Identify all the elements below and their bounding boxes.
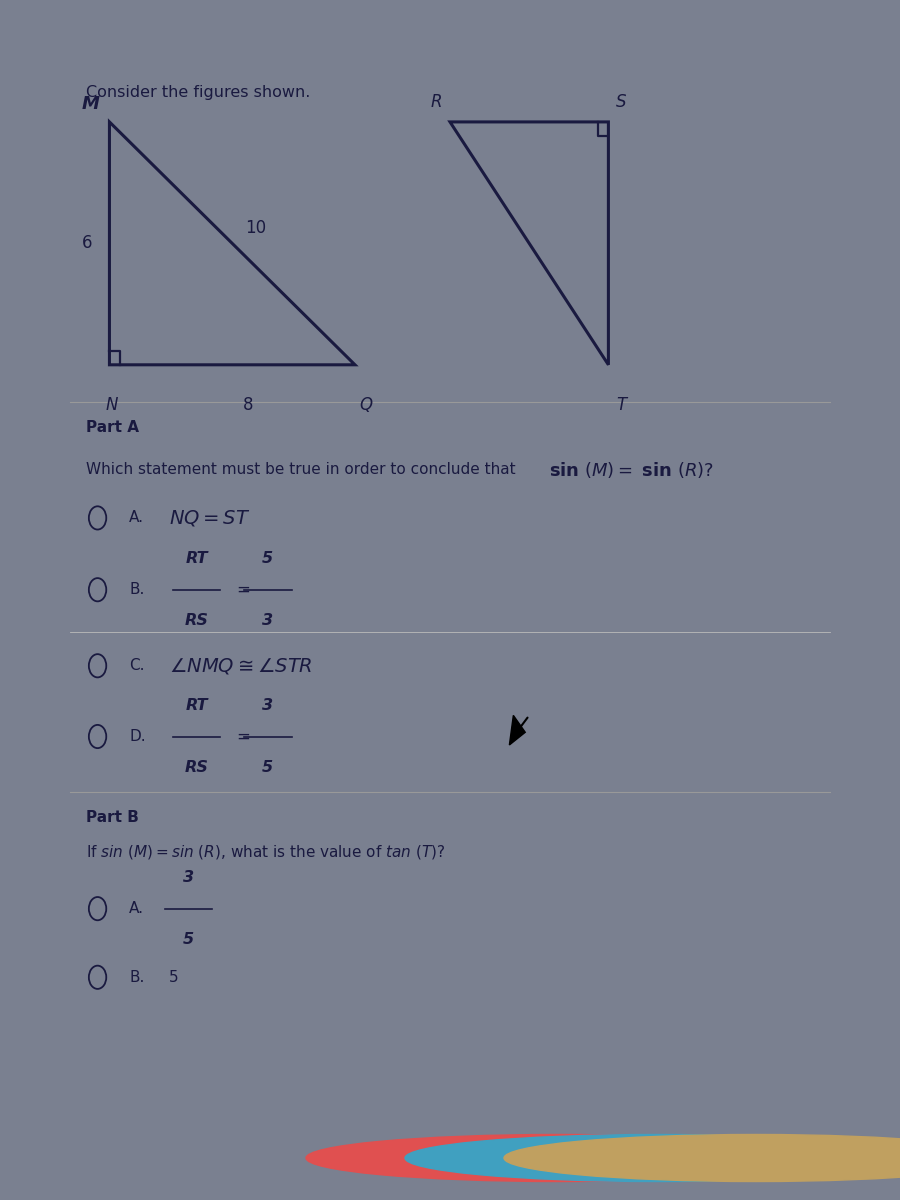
Text: N: N (105, 396, 118, 414)
Text: 10: 10 (246, 218, 266, 236)
Text: 3: 3 (183, 870, 194, 886)
Text: Part A: Part A (86, 420, 139, 434)
Text: Q: Q (359, 396, 372, 414)
Text: A.: A. (130, 901, 144, 916)
Text: Consider the figures shown.: Consider the figures shown. (86, 85, 310, 100)
Text: 3: 3 (262, 613, 274, 628)
Circle shape (405, 1134, 900, 1182)
Circle shape (504, 1134, 900, 1182)
Text: B.: B. (130, 970, 145, 985)
Text: 5: 5 (183, 932, 194, 947)
Text: =: = (236, 581, 250, 599)
Text: M: M (82, 96, 100, 114)
Text: RT: RT (185, 698, 208, 713)
Text: C.: C. (130, 659, 145, 673)
Text: RS: RS (184, 613, 209, 628)
Circle shape (306, 1134, 810, 1182)
Text: RT: RT (185, 552, 208, 566)
Text: 5: 5 (262, 552, 274, 566)
Text: If $\it{sin}$ $(M) = \it{sin}$ $(R)$, what is the value of $\it{tan}$ $(T)?$: If $\it{sin}$ $(M) = \it{sin}$ $(R)$, wh… (86, 844, 445, 862)
Text: 5: 5 (262, 760, 274, 775)
Text: $\mathbf{sin}$ $(M)=$ $\mathbf{sin}$ $(R)?$: $\mathbf{sin}$ $(M)=$ $\mathbf{sin}$ $(R… (549, 460, 714, 480)
Text: A.: A. (130, 510, 144, 526)
Text: S: S (616, 94, 626, 112)
Text: R: R (430, 94, 442, 112)
Polygon shape (509, 715, 526, 745)
Text: D.: D. (130, 730, 146, 744)
Text: B.: B. (130, 582, 145, 598)
Text: $\angle NMQ \cong \angle STR$: $\angle NMQ \cong \angle STR$ (169, 655, 312, 676)
Text: Part B: Part B (86, 810, 139, 826)
Text: 3: 3 (262, 698, 274, 713)
Text: 8: 8 (243, 396, 253, 414)
Text: $NQ = ST$: $NQ = ST$ (169, 508, 250, 528)
Text: 5: 5 (169, 970, 178, 985)
Text: RS: RS (184, 760, 209, 775)
Text: 6: 6 (82, 234, 93, 252)
Text: T: T (616, 396, 626, 414)
Text: =: = (236, 727, 250, 745)
Text: Which statement must be true in order to conclude that: Which statement must be true in order to… (86, 462, 520, 476)
